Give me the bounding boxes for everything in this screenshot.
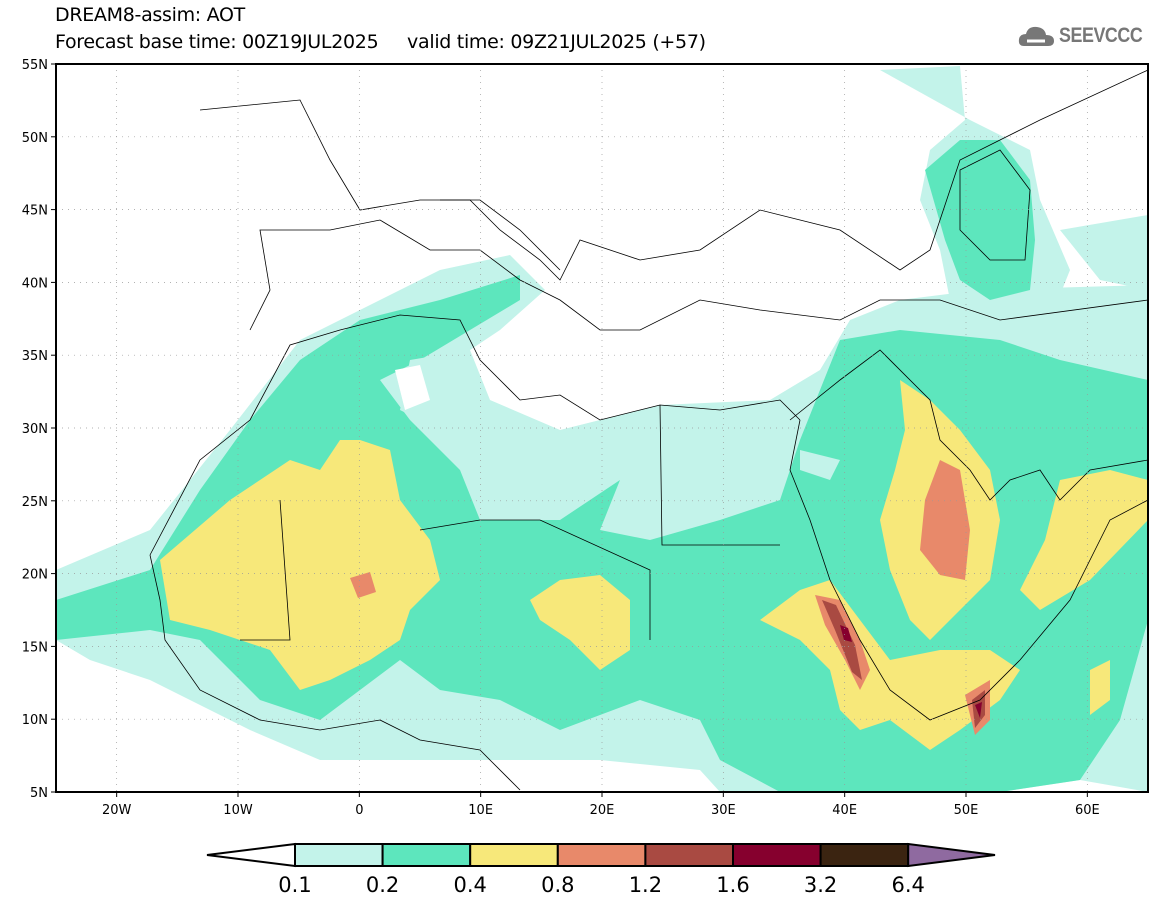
lon-label: 30E [711,803,736,818]
colorbar-label: 1.2 [629,873,662,897]
lat-label: 20N [22,568,48,583]
aot-level-0.4 [1020,470,1148,610]
colorbar-swatch [644,843,735,867]
aot-level-0.8 [920,460,970,580]
lon-label: 10W [223,803,253,818]
logo-text: SEEVCCC [1059,24,1143,47]
seevccc-logo: SEEVCCC [1018,24,1157,48]
colorbar-label: 0.2 [366,873,399,897]
lon-label: 50E [954,803,979,818]
aot-fields [56,66,1148,792]
colorbar-label: 0.1 [278,873,311,897]
lon-label: 0 [355,803,363,818]
colorbar-swatch [381,843,472,867]
colorbar-swatch [732,843,822,867]
cloud-icon [1018,26,1054,46]
aot-level-0.1 [1060,215,1148,290]
aot-level-0.8 [350,572,376,598]
lat-label: 15N [22,640,48,655]
lon-label: 10E [468,803,493,818]
colorbar-swatch [819,843,910,867]
lat-label: 25N [22,495,48,510]
lat-label: 35N [22,349,48,364]
aot-level-0.4 [530,575,630,670]
colorbar-label: 0.4 [453,873,486,897]
lat-label: 45N [22,204,48,219]
colorbar-label: 1.6 [716,873,749,897]
colorbar-label: 0.8 [541,873,574,897]
lon-label: 20W [102,803,132,818]
lon-label: 60E [1075,803,1100,818]
coastlines [149,69,1148,791]
colorbar-swatch [556,843,647,867]
lat-label: 55N [22,58,48,73]
colorbar-swatch [469,843,559,867]
lat-label: 40N [22,276,48,291]
lat-label: 10N [22,713,48,728]
lon-label: 20E [590,803,615,818]
colorbar: 0.1 0.2 0.4 0.8 1.2 1.6 3.2 6.4 [206,842,996,897]
map-title: DREAM8-assim: AOT [55,4,245,26]
aot-level-0.4 [1090,660,1110,715]
aot-level-1.6 [840,625,852,642]
aot-low-area [800,450,840,480]
colorbar-max-arrow [907,842,996,868]
lat-label: 5N [30,786,48,801]
lat-label: 30N [22,422,48,437]
axis-ticks: 55N 50N 45N 40N 35N 30N 25N 20N 15N 10N 5N 20W 10W 0 1… [22,58,1100,818]
aot-level-1.6 [975,702,982,718]
colorbar-label: 6.4 [891,873,924,897]
aot-low-area [395,365,430,410]
colorbar-swatch [294,843,384,867]
colorbar-label: 3.2 [804,873,837,897]
lat-label: 50N [22,131,48,146]
colorbar-min-arrow [206,842,296,868]
aot-level-1.2 [822,600,862,680]
lon-label: 40E [832,803,857,818]
aot-level-0.4 [160,440,440,690]
forecast-time-subtitle: Forecast base time: 00Z19JUL2025 valid t… [55,31,706,53]
